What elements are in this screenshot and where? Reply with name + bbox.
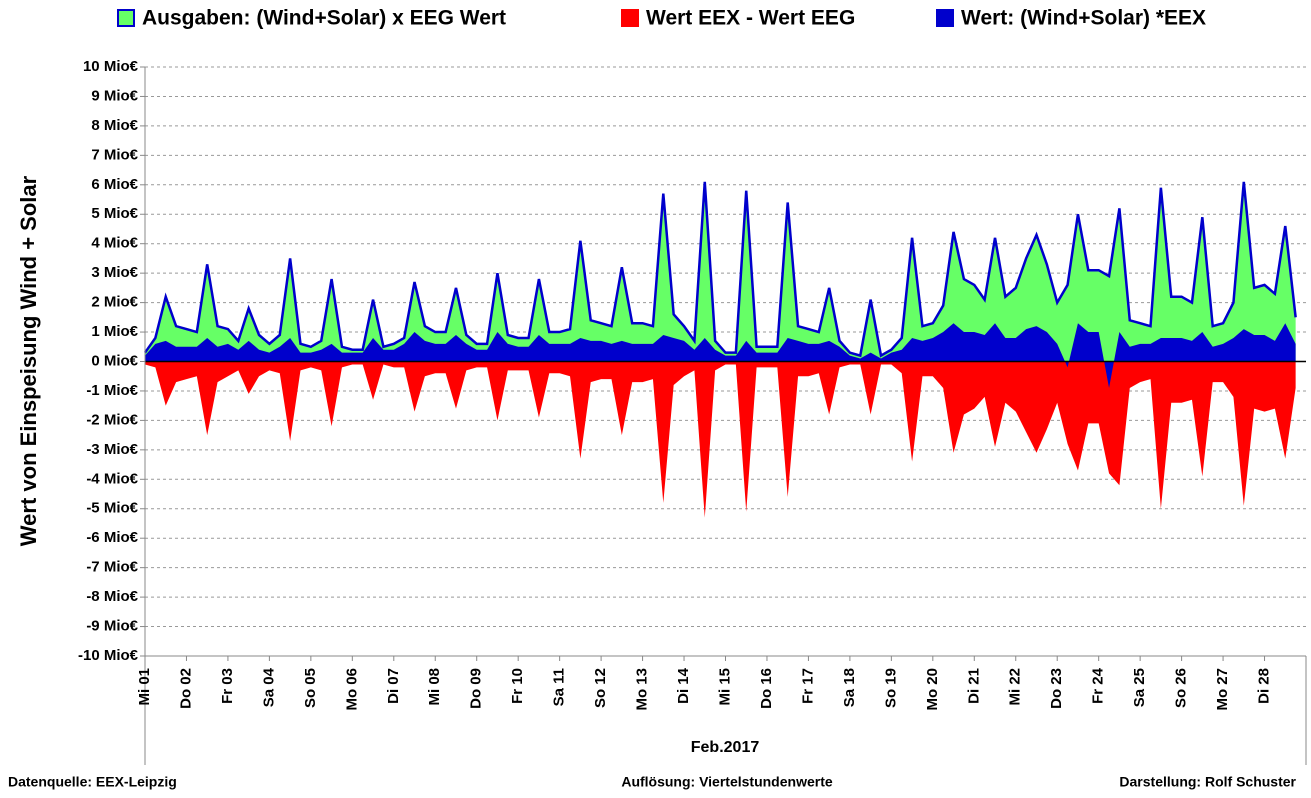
x-tick-label: Mi 01 xyxy=(136,668,153,706)
y-tick-label: -9 Mio€ xyxy=(86,618,138,635)
x-tick-label: Di 21 xyxy=(965,668,982,704)
y-tick-label: 8 Mio€ xyxy=(91,117,138,134)
x-tick-label: Mo 20 xyxy=(924,668,941,711)
legend-text: Wert EEX - Wert EEG xyxy=(646,7,855,30)
y-tick-label: -4 Mio€ xyxy=(86,470,138,487)
x-tick-label: Mo 27 xyxy=(1214,668,1231,711)
x-tick-label: Mi 22 xyxy=(1007,668,1024,706)
area-difference xyxy=(145,361,1296,518)
legend-swatch xyxy=(621,9,639,27)
x-tick-label: So 26 xyxy=(1173,668,1190,708)
x-tick-label: Sa 11 xyxy=(551,668,568,706)
x-tick-label: Di 14 xyxy=(675,667,692,704)
legend-item: Ausgaben: (Wind+Solar) x EEG Wert xyxy=(117,7,506,30)
y-tick-label: 1 Mio€ xyxy=(91,323,138,340)
y-tick-label: 4 Mio€ xyxy=(91,235,138,252)
x-tick-label: Do 23 xyxy=(1048,668,1065,709)
x-axis-label: Feb.2017 xyxy=(691,739,760,756)
x-tick-label: So 12 xyxy=(592,668,609,708)
y-tick-label: 5 Mio€ xyxy=(91,205,138,222)
x-tick-label: Di 28 xyxy=(1256,668,1273,704)
footer-source: Datenquelle: EEX-Leipzig xyxy=(8,774,177,790)
y-tick-label: -3 Mio€ xyxy=(86,441,138,458)
legend-text: Wert: (Wind+Solar) *EEX xyxy=(961,7,1206,30)
y-tick-label: -5 Mio€ xyxy=(86,500,138,517)
y-tick-label: 6 Mio€ xyxy=(91,176,138,193)
y-tick-label: 7 Mio€ xyxy=(91,146,138,163)
x-tick-label: Mo 13 xyxy=(634,668,651,711)
footer-author: Darstellung: Rolf Schuster xyxy=(1119,774,1296,790)
x-tick-label: Mi 15 xyxy=(716,668,733,706)
y-tick-label: 10 Mio€ xyxy=(83,58,139,75)
footer-resolution: Auflösung: Viertelstundenwerte xyxy=(621,774,833,790)
legend-item: Wert: (Wind+Solar) *EEX xyxy=(936,7,1206,30)
x-tick-label: Do 09 xyxy=(468,668,485,709)
y-tick-label: -2 Mio€ xyxy=(86,411,138,428)
x-tick-label: Fr 03 xyxy=(219,668,236,704)
x-tick-label: So 05 xyxy=(302,668,319,708)
x-tick-label: So 19 xyxy=(882,668,899,708)
area-eeg-outline xyxy=(143,181,1297,358)
y-tick-label: -10 Mio€ xyxy=(78,647,139,664)
y-tick-label: -8 Mio€ xyxy=(86,588,138,605)
y-tick-label: -6 Mio€ xyxy=(86,529,138,546)
x-tick-label: Do 02 xyxy=(177,668,194,709)
legend-swatch xyxy=(117,9,135,27)
y-tick-label: 9 Mio€ xyxy=(91,87,138,104)
legend-item: Wert EEX - Wert EEG xyxy=(621,7,855,30)
x-tick-label: Do 16 xyxy=(758,668,775,709)
x-tick-label: Fr 10 xyxy=(509,668,526,704)
y-tick-label: -1 Mio€ xyxy=(86,382,138,399)
area-eeg xyxy=(145,181,1296,362)
legend-swatch xyxy=(936,9,954,27)
y-tick-label: 3 Mio€ xyxy=(91,264,138,281)
x-tick-label: Sa 25 xyxy=(1131,668,1148,707)
legend-text: Ausgaben: (Wind+Solar) x EEG Wert xyxy=(142,7,506,30)
x-tick-label: Mo 06 xyxy=(343,668,360,711)
y-tick-label: -7 Mio€ xyxy=(86,559,138,576)
x-tick-label: Di 07 xyxy=(385,668,402,704)
x-tick-label: Sa 04 xyxy=(260,667,277,707)
y-tick-label: 0 Mio€ xyxy=(91,352,138,369)
y-axis-label: Wert von Einspeisung Wind + Solar xyxy=(16,175,41,546)
x-tick-label: Mi 08 xyxy=(426,668,443,706)
x-tick-label: Fr 17 xyxy=(799,668,816,704)
x-tick-label: Sa 18 xyxy=(841,668,858,707)
y-tick-label: 2 Mio€ xyxy=(91,294,138,311)
x-tick-label: Fr 24 xyxy=(1090,667,1107,704)
area-eex xyxy=(145,323,1296,389)
